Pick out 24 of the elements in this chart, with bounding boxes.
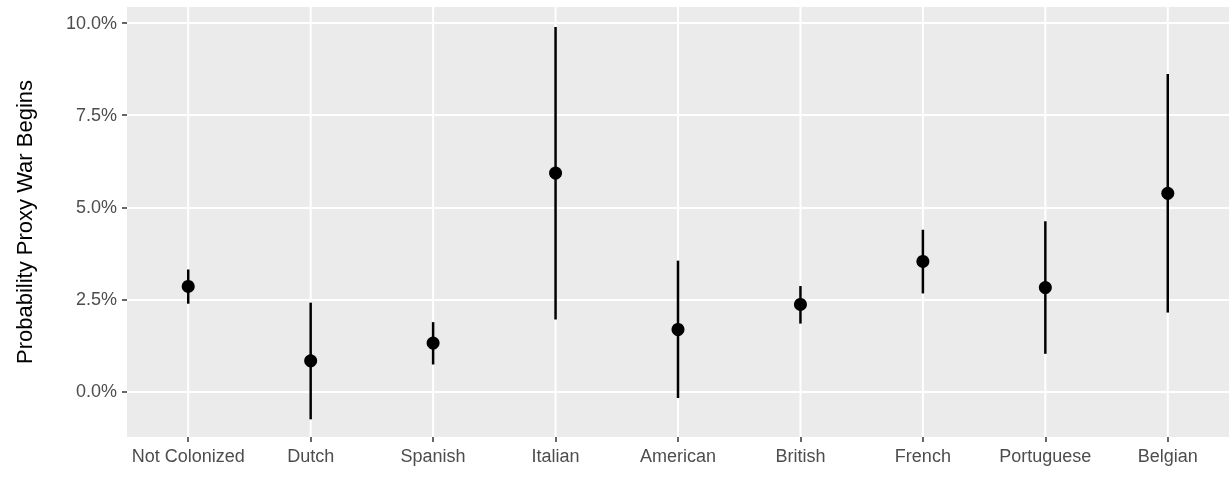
point <box>549 166 563 180</box>
point <box>916 254 930 268</box>
x-tick-label: Portuguese <box>999 446 1092 466</box>
point <box>1038 281 1052 295</box>
x-tick-label: British <box>775 446 826 466</box>
point <box>181 279 195 293</box>
point <box>426 336 440 350</box>
point <box>671 323 685 336</box>
y-tick-label: 5.0% <box>75 197 117 218</box>
x-tick-label: Belgian <box>1137 446 1198 466</box>
point <box>304 354 318 368</box>
x-tick-label: Spanish <box>400 446 466 466</box>
point <box>1161 186 1175 200</box>
y-tick-label: 10.0% <box>65 13 117 34</box>
point <box>793 297 807 311</box>
x-tick-label: Dutch <box>287 446 335 466</box>
x-tick-label: Not Colonized <box>131 446 245 466</box>
y-tick-label: 0.0% <box>75 381 117 402</box>
x-tick-label: Italian <box>531 446 580 466</box>
y-tick-label: 7.5% <box>75 105 117 126</box>
x-tick-label: French <box>894 446 951 466</box>
y-axis-title: Probability Proxy War Begins <box>11 79 37 365</box>
x-tick-label: American <box>639 446 717 466</box>
y-tick-label: 2.5% <box>75 289 117 310</box>
